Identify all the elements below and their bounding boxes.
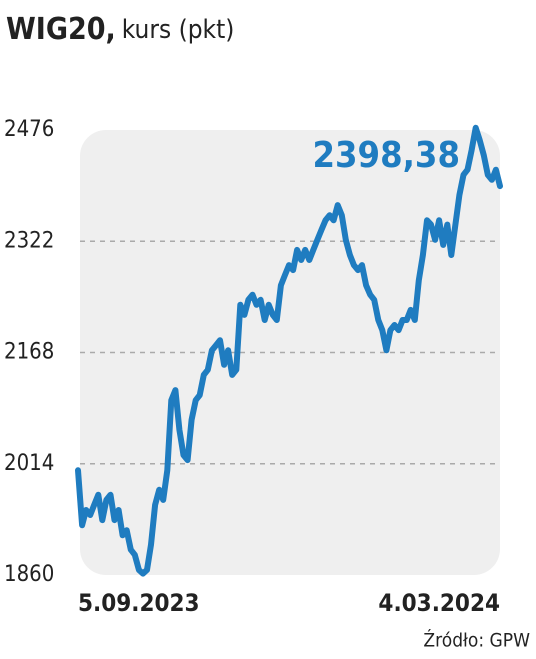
x-tick-label: 4.03.2024 [378, 589, 500, 617]
x-tick-label: 5.09.2023 [78, 589, 200, 617]
value-label: 2398,38 [312, 135, 460, 176]
y-tick-label: 2476 [4, 117, 54, 142]
y-tick-label: 1860 [4, 562, 54, 587]
source: Źródło: GPW [423, 629, 530, 652]
title: WIG20, [6, 12, 116, 47]
y-tick-label: 2014 [4, 451, 54, 476]
y-tick-label: 2168 [4, 340, 54, 365]
data-line [75, 124, 503, 577]
chart-title: WIG20, kurs (pkt) [6, 12, 234, 47]
subtitle: kurs (pkt) [122, 15, 235, 45]
y-tick-label: 2322 [4, 228, 54, 253]
